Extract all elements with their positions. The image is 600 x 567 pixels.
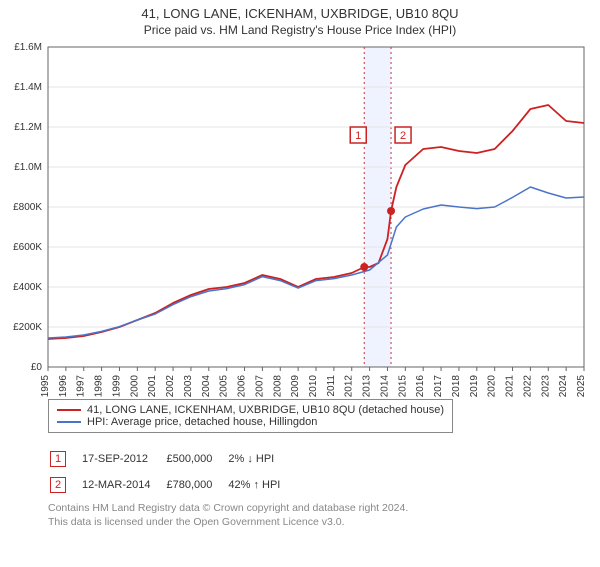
svg-text:2005: 2005 bbox=[219, 375, 230, 397]
chart-container: £0 £200K £400K £600K £800K £1.0M £1.2M £1.4M £1.… bbox=[0, 37, 600, 567]
sale-price: £500,000 bbox=[166, 447, 226, 471]
svg-text:2: 2 bbox=[400, 130, 406, 142]
sales-row: 2 12-MAR-2014£780,00042% ↑ HPI bbox=[50, 473, 294, 497]
legend-label: 41, LONG LANE, ICKENHAM, UXBRIDGE, UB10 … bbox=[87, 404, 444, 416]
chart-subtitle: Price paid vs. HM Land Registry's House … bbox=[0, 23, 600, 37]
svg-text:£1.2M: £1.2M bbox=[14, 122, 42, 133]
legend-swatch bbox=[57, 409, 81, 411]
svg-text:2025: 2025 bbox=[576, 375, 587, 397]
sale-marker-icon: 2 bbox=[50, 477, 66, 493]
sale-date: 17-SEP-2012 bbox=[82, 447, 164, 471]
legend-item: HPI: Average price, detached house, Hill… bbox=[57, 416, 444, 428]
svg-text:£200K: £200K bbox=[13, 322, 42, 333]
svg-text:2008: 2008 bbox=[272, 375, 283, 397]
svg-text:2007: 2007 bbox=[254, 375, 265, 397]
svg-text:£0: £0 bbox=[31, 362, 43, 373]
svg-text:1997: 1997 bbox=[76, 375, 87, 397]
svg-text:£800K: £800K bbox=[13, 202, 42, 213]
svg-text:£600K: £600K bbox=[13, 242, 42, 253]
svg-text:2002: 2002 bbox=[165, 375, 176, 397]
svg-text:2021: 2021 bbox=[505, 375, 516, 397]
sale-change: 2% ↓ HPI bbox=[228, 447, 294, 471]
svg-text:2016: 2016 bbox=[415, 375, 426, 397]
svg-text:1996: 1996 bbox=[58, 375, 69, 397]
svg-text:2014: 2014 bbox=[379, 375, 390, 397]
svg-text:2004: 2004 bbox=[201, 375, 212, 397]
svg-text:2010: 2010 bbox=[308, 375, 319, 397]
svg-text:2011: 2011 bbox=[326, 375, 337, 397]
svg-text:2015: 2015 bbox=[397, 375, 408, 397]
svg-text:2009: 2009 bbox=[290, 375, 301, 397]
sale-marker-icon: 1 bbox=[50, 451, 66, 467]
svg-text:1999: 1999 bbox=[111, 375, 122, 397]
sale-change: 42% ↑ HPI bbox=[228, 473, 294, 497]
svg-text:2017: 2017 bbox=[433, 375, 444, 397]
svg-text:2018: 2018 bbox=[451, 375, 462, 397]
legend-item: 41, LONG LANE, ICKENHAM, UXBRIDGE, UB10 … bbox=[57, 404, 444, 416]
legend: 41, LONG LANE, ICKENHAM, UXBRIDGE, UB10 … bbox=[48, 399, 453, 433]
svg-text:2023: 2023 bbox=[540, 375, 551, 397]
svg-text:2001: 2001 bbox=[147, 375, 158, 397]
svg-text:2013: 2013 bbox=[362, 375, 373, 397]
svg-text:1: 1 bbox=[355, 130, 361, 142]
svg-text:£1.0M: £1.0M bbox=[14, 162, 42, 173]
svg-text:1998: 1998 bbox=[94, 375, 105, 397]
title-block: 41, LONG LANE, ICKENHAM, UXBRIDGE, UB10 … bbox=[0, 0, 600, 37]
svg-text:2024: 2024 bbox=[558, 375, 569, 397]
legend-label: HPI: Average price, detached house, Hill… bbox=[87, 416, 317, 428]
svg-text:£1.4M: £1.4M bbox=[14, 82, 42, 93]
svg-text:2012: 2012 bbox=[344, 375, 355, 397]
sales-table: 1 17-SEP-2012£500,0002% ↓ HPI 2 12-MAR-2014… bbox=[48, 445, 296, 499]
svg-text:1995: 1995 bbox=[40, 375, 51, 397]
attribution-line-1: Contains HM Land Registry data © Crown c… bbox=[48, 501, 408, 515]
svg-text:£400K: £400K bbox=[13, 282, 42, 293]
svg-text:2006: 2006 bbox=[237, 375, 248, 397]
price-chart: £0 £200K £400K £600K £800K £1.0M £1.2M £1.4M £1.… bbox=[0, 37, 600, 397]
svg-text:2000: 2000 bbox=[129, 375, 140, 397]
svg-text:2003: 2003 bbox=[183, 375, 194, 397]
attribution-line-2: This data is licensed under the Open Gov… bbox=[48, 515, 408, 529]
sales-row: 1 17-SEP-2012£500,0002% ↓ HPI bbox=[50, 447, 294, 471]
sale-price: £780,000 bbox=[166, 473, 226, 497]
svg-text:2022: 2022 bbox=[522, 375, 533, 397]
svg-text:2019: 2019 bbox=[469, 375, 480, 397]
legend-swatch bbox=[57, 421, 81, 423]
chart-title: 41, LONG LANE, ICKENHAM, UXBRIDGE, UB10 … bbox=[0, 6, 600, 21]
attribution-text: Contains HM Land Registry data © Crown c… bbox=[48, 501, 408, 529]
svg-text:£1.6M: £1.6M bbox=[14, 42, 42, 53]
svg-text:2020: 2020 bbox=[487, 375, 498, 397]
sale-date: 12-MAR-2014 bbox=[82, 473, 164, 497]
